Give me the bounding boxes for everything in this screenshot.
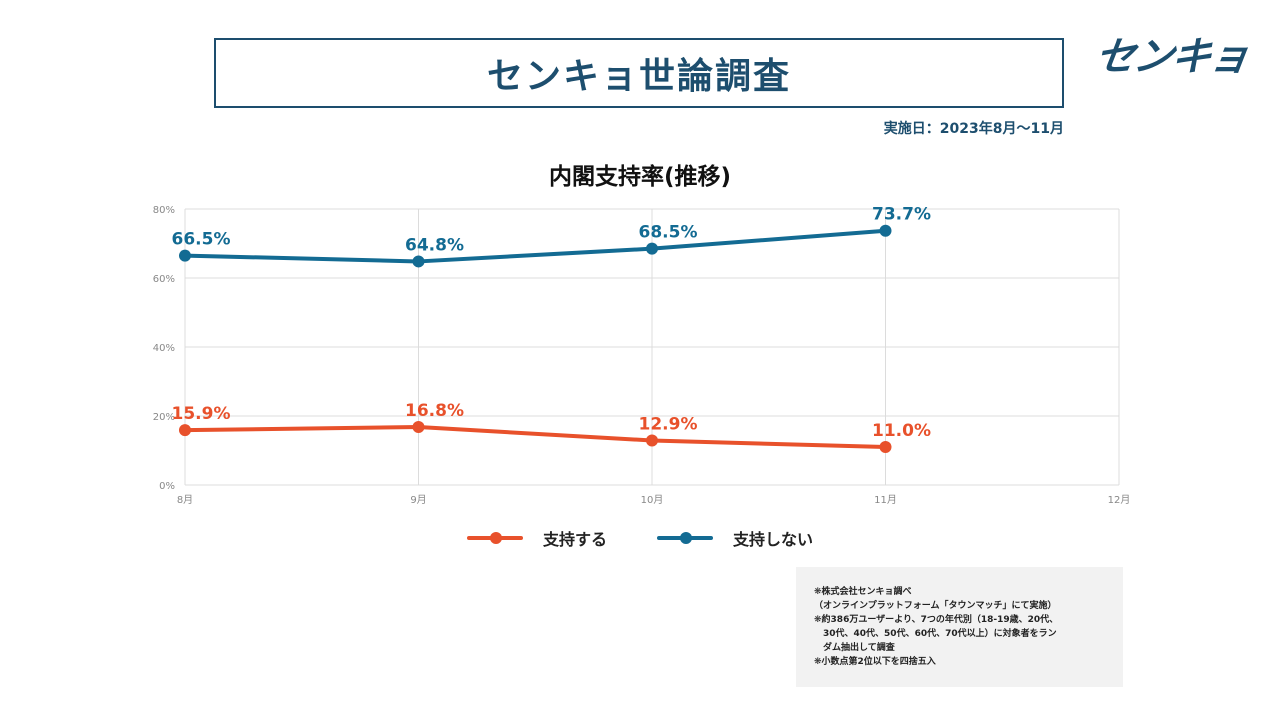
- x-tick-label: 9月: [410, 494, 426, 506]
- data-point: [179, 249, 191, 262]
- data-label: 15.9%: [172, 404, 231, 424]
- data-point: [179, 424, 191, 437]
- footnote-line: ❋小数点第2位以下を四捨五入: [814, 657, 936, 667]
- data-point: [646, 242, 658, 255]
- data-label: 11.0%: [872, 421, 931, 441]
- x-tick-label: 8月: [177, 494, 193, 506]
- y-tick-label: 0%: [159, 481, 175, 492]
- chart-title: 内閣支持率(推移): [548, 164, 732, 190]
- data-point: [646, 434, 658, 447]
- title-box: センキョ世論調査: [214, 38, 1064, 108]
- x-tick-label: 10月: [641, 494, 664, 506]
- page-title: センキョ世論調査: [486, 56, 791, 97]
- x-tick-label: 12月: [1108, 494, 1131, 506]
- x-tick-label: 11月: [874, 494, 897, 506]
- data-label: 68.5%: [639, 223, 698, 243]
- legend-label-support: 支持する: [542, 530, 607, 549]
- data-label: 66.5%: [172, 230, 231, 250]
- footnote-line: ダム抽出して調査: [814, 643, 895, 653]
- data-label: 12.9%: [639, 414, 698, 434]
- footnote-box: ❋株式会社センキョ調べ （オンラインプラットフォーム「タウンマッチ」にて実施） …: [796, 567, 1123, 687]
- footnote-line: ❋約386万ユーザーより、7つの年代別（18-19歳、20代、: [814, 615, 1059, 625]
- data-point: [879, 224, 892, 237]
- y-tick-label: 80%: [153, 205, 175, 216]
- legend-swatch-support: [466, 532, 523, 544]
- y-tick-label: 40%: [153, 343, 175, 354]
- data-point: [879, 441, 892, 454]
- series-line-0: [183, 425, 888, 450]
- data-point: [412, 421, 425, 434]
- legend-swatch-not-support: [657, 532, 713, 544]
- footnote-line: 30代、40代、50代、60代、70代以上）に対象者をラン: [814, 629, 1057, 639]
- survey-date: 実施日：2023年8月～11月: [883, 121, 1064, 137]
- legend: 支持する 支持しない: [0, 526, 1280, 550]
- legend-label-not-support: 支持しない: [733, 530, 814, 549]
- legend-item-support: 支持する: [466, 526, 607, 550]
- y-tick-label: 20%: [153, 412, 175, 423]
- y-tick-label: 60%: [153, 274, 175, 285]
- footnote-line: ❋株式会社センキョ調べ: [814, 587, 912, 597]
- legend-item-not-support: 支持しない: [657, 526, 813, 550]
- data-label: 73.7%: [872, 205, 931, 225]
- data-label: 16.8%: [405, 401, 464, 421]
- data-point: [412, 255, 425, 268]
- series-line-1: [183, 228, 888, 264]
- footnote-line: （オンラインプラットフォーム「タウンマッチ」にて実施）: [814, 601, 1057, 611]
- data-label: 64.8%: [405, 235, 464, 255]
